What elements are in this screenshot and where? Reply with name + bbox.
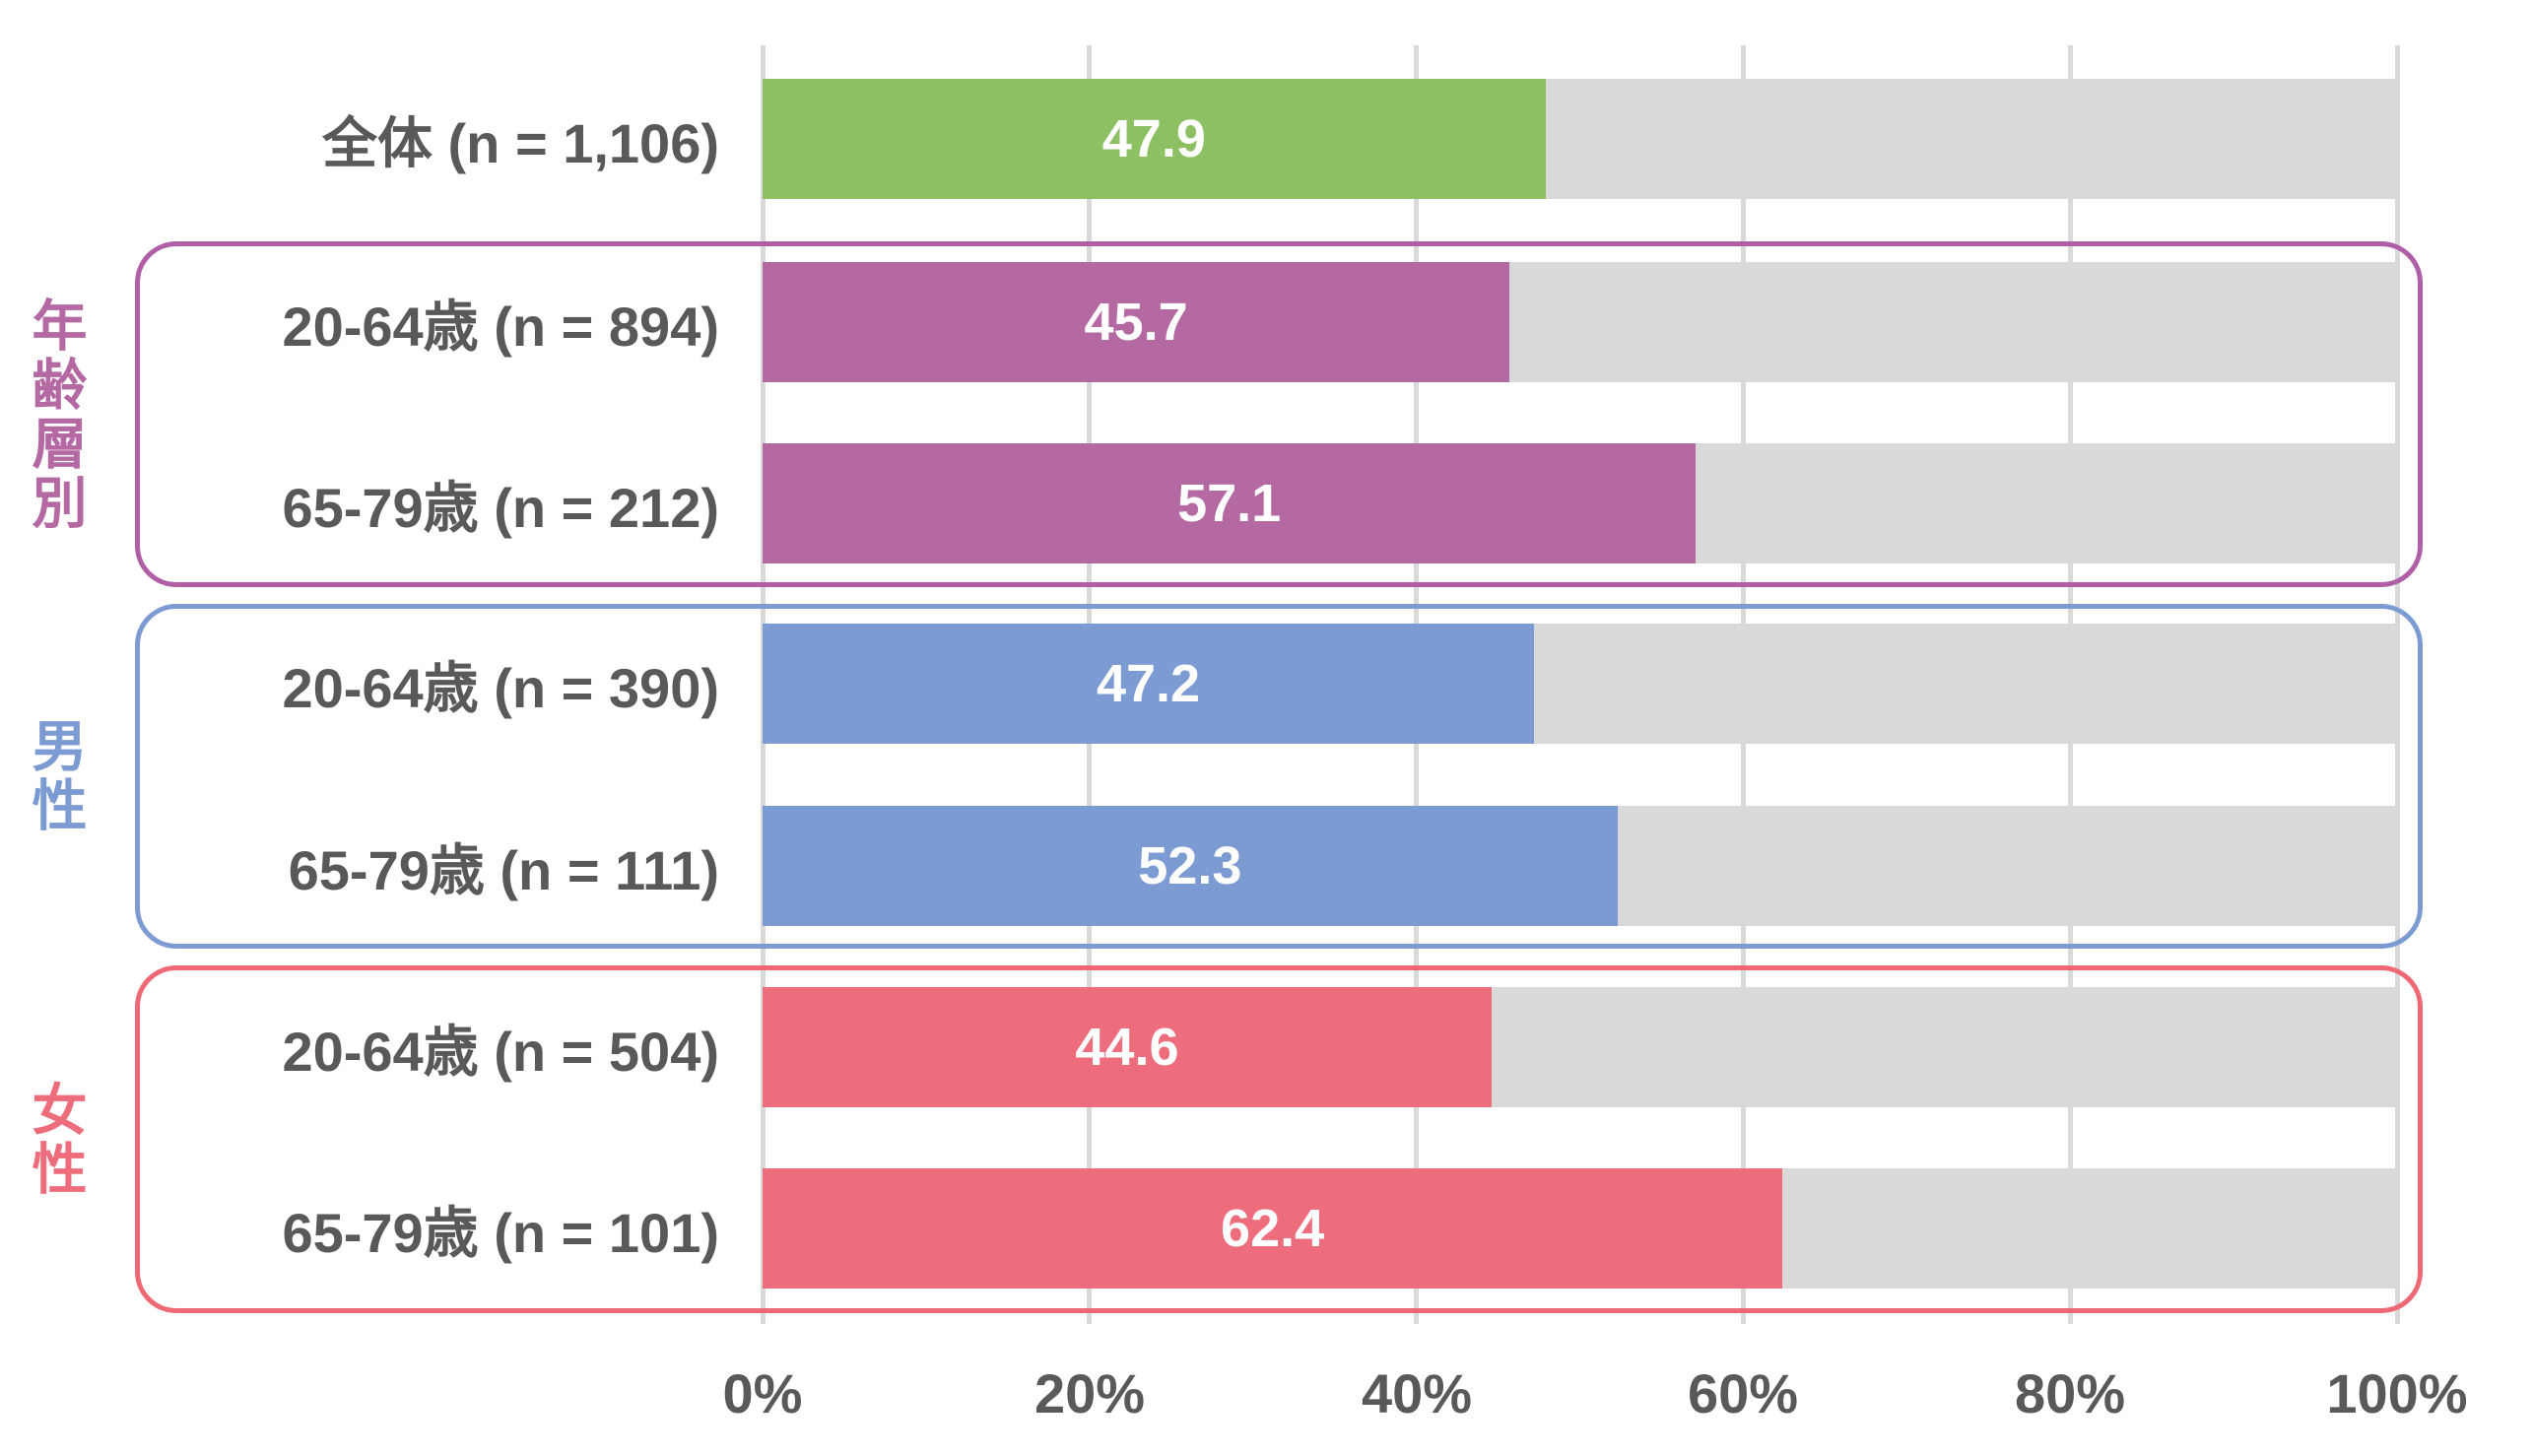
- bar-value-label: 47.9: [1101, 109, 1206, 168]
- x-tick-label-60: 60%: [1687, 1362, 1799, 1424]
- bar-track: 47.2: [763, 624, 2397, 744]
- bar-value-label: 47.2: [1096, 654, 1201, 713]
- bar-row-age-65-79: 65-79歳 (n = 212) 57.1: [0, 443, 2534, 563]
- bar-row-male-20-64: 20-64歳 (n = 390) 47.2: [0, 624, 2534, 744]
- row-label: 全体 (n = 1,106): [321, 111, 719, 174]
- bar-value-label: 57.1: [1177, 474, 1282, 533]
- bar-row-female-20-64: 20-64歳 (n = 504) 44.6: [0, 987, 2534, 1107]
- group-box-female: [135, 965, 2423, 1313]
- x-tick-label-20: 20%: [1034, 1362, 1146, 1424]
- bar-fill: 57.1: [763, 443, 1697, 563]
- group-label-male-text: 男性: [25, 717, 87, 835]
- group-label-age: 年齢層別: [20, 241, 91, 587]
- bar-track: 52.3: [763, 806, 2397, 926]
- bar-track: 45.7: [763, 262, 2397, 382]
- bar-value-label: 45.7: [1084, 293, 1188, 352]
- bar-track: 47.9: [763, 79, 2397, 199]
- bar-value-label: 44.6: [1075, 1018, 1179, 1077]
- bar-row-female-65-79: 65-79歳 (n = 101) 62.4: [0, 1168, 2534, 1289]
- gridline-100pct: [2395, 45, 2400, 1324]
- bar-value-label: 52.3: [1138, 836, 1242, 895]
- group-box-male: [135, 604, 2423, 949]
- bar-fill: 62.4: [763, 1168, 1783, 1289]
- bar-row-overall: 全体 (n = 1,106) 47.9: [0, 79, 2534, 199]
- group-box-age: [135, 241, 2423, 587]
- bar-fill: 47.9: [763, 79, 1546, 199]
- bar-row-male-65-79: 65-79歳 (n = 111) 52.3: [0, 806, 2534, 926]
- row-label: 65-79歳 (n = 101): [282, 1201, 719, 1264]
- bar-fill: 52.3: [763, 806, 1618, 926]
- bar-fill: 45.7: [763, 262, 1510, 382]
- bar-fill: 44.6: [763, 987, 1492, 1107]
- bar-value-label: 62.4: [1221, 1199, 1325, 1258]
- x-tick-label-0: 0%: [722, 1362, 803, 1424]
- x-tick-label-40: 40%: [1361, 1362, 1473, 1424]
- x-tick-label-100: 100%: [2326, 1362, 2468, 1424]
- row-label: 20-64歳 (n = 894): [282, 295, 719, 358]
- group-label-female: 女性: [20, 965, 91, 1313]
- row-label: 20-64歳 (n = 390): [282, 656, 719, 719]
- group-label-female-text: 女性: [25, 1080, 87, 1199]
- bar-track: 44.6: [763, 987, 2397, 1107]
- x-tick-label-80: 80%: [2014, 1362, 2126, 1424]
- bar-fill: 47.2: [763, 624, 1535, 744]
- group-label-male: 男性: [20, 604, 91, 949]
- row-label: 65-79歳 (n = 212): [282, 476, 719, 539]
- bar-track: 62.4: [763, 1168, 2397, 1289]
- bar-track: 57.1: [763, 443, 2397, 563]
- bar-row-age-20-64: 20-64歳 (n = 894) 45.7: [0, 262, 2534, 382]
- group-label-age-text: 年齢層別: [25, 296, 87, 533]
- row-label: 20-64歳 (n = 504): [282, 1020, 719, 1083]
- row-label: 65-79歳 (n = 111): [288, 838, 719, 901]
